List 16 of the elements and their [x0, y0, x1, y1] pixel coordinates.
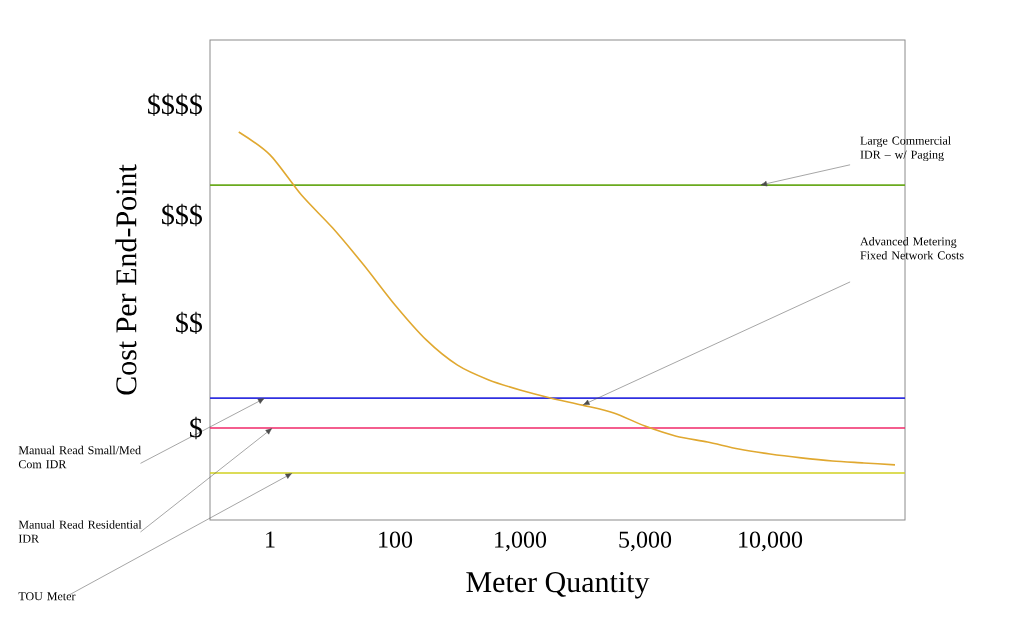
text: $$$$ — [148, 93, 202, 116]
x-tick-label: 10,000 — [739, 531, 803, 552]
text: $$ — [176, 311, 202, 335]
x-tick-label: 100 — [379, 531, 413, 548]
x-tick-label: 1 — [266, 531, 275, 548]
ref-line-label: Large Commercial IDR – w/ Paging — [860, 136, 951, 162]
text: $$$ — [162, 203, 202, 227]
annotation: Advanced Metering Fixed Network Costs — [860, 237, 964, 260]
ref-line-label: Manual Read Residential IDR — [18, 520, 142, 543]
x-tick-label: 5,000 — [619, 531, 672, 552]
ref-line-label: TOU Meter — [18, 592, 76, 601]
text: $ — [190, 416, 202, 440]
y-axis-title: Cost Per End-Point — [115, 164, 137, 395]
ref-line-label: Manual Read Small/Med Com IDR — [18, 445, 141, 469]
x-axis-title: Meter Quantity — [466, 572, 650, 599]
x-tick-label: 1,000 — [495, 531, 547, 552]
